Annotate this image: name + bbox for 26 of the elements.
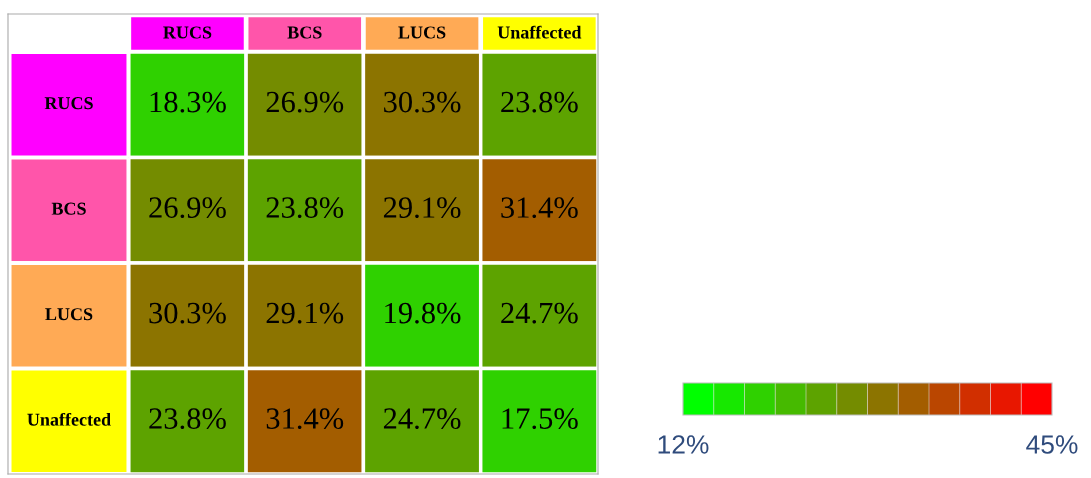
data-label: 30.3% bbox=[149, 302, 226, 324]
data-label: 24.7% bbox=[383, 408, 461, 430]
data-label: 29.1% bbox=[383, 197, 461, 219]
data-label: 23.8% bbox=[149, 408, 226, 430]
x-tick-label: Unaffected bbox=[497, 25, 582, 39]
y-tick-label: LUCS bbox=[45, 308, 93, 321]
data-label: 19.8% bbox=[385, 302, 461, 324]
x-tick-label: RUCS bbox=[163, 26, 212, 39]
color-bar-label: 12% bbox=[658, 435, 709, 454]
y-tick-label: BCS bbox=[51, 202, 86, 215]
x-tick-label: BCS bbox=[287, 26, 322, 39]
data-label: 29.1% bbox=[266, 302, 344, 324]
data-label: 24.7% bbox=[501, 302, 578, 324]
data-label: 26.9% bbox=[266, 91, 344, 113]
y-tick-label: Unaffected bbox=[27, 412, 111, 426]
data-label: 31.4% bbox=[501, 197, 578, 219]
data-label: 23.8% bbox=[501, 91, 578, 113]
color-bar-label: 45% bbox=[1026, 435, 1078, 454]
data-label: 18.3% bbox=[150, 91, 226, 113]
data-label: 26.9% bbox=[149, 197, 226, 219]
data-label: 23.8% bbox=[266, 197, 344, 219]
x-tick-label: LUCS bbox=[398, 26, 446, 39]
data-label: 17.5% bbox=[502, 408, 578, 430]
data-label: 31.4% bbox=[266, 408, 344, 430]
data-label: 30.3% bbox=[384, 91, 461, 113]
y-tick-label: RUCS bbox=[44, 97, 93, 110]
